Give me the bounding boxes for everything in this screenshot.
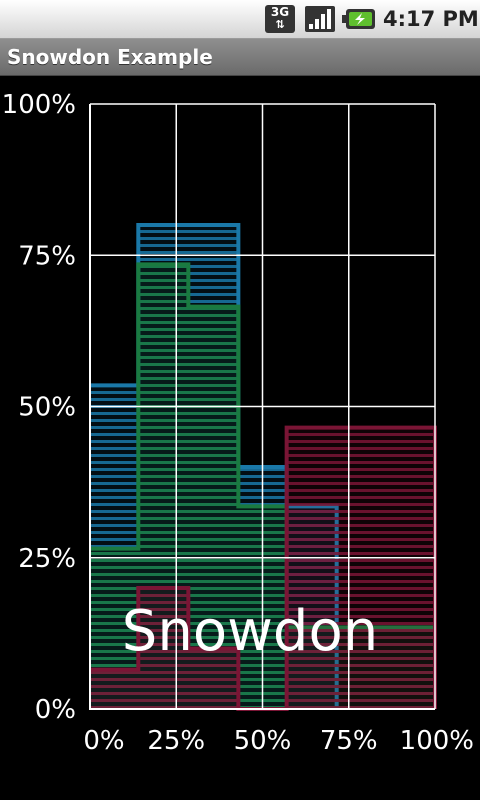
y-tick-label: 0% — [35, 695, 76, 725]
series-line-3 — [90, 425, 437, 711]
step-area-chart: 0% 25% 50% 75% 100% 0% 25% 50% 75% 100% Snowdon — [2, 90, 474, 756]
x-tick-label: 100% — [400, 726, 474, 756]
signal-bars-icon — [305, 6, 335, 32]
x-tick-label: 75% — [320, 726, 378, 756]
data-arrows-icon: ⇅ — [275, 18, 285, 31]
axis-frame — [89, 104, 435, 710]
y-tick-label: 100% — [2, 90, 76, 120]
title-bar: Snowdon Example — [0, 39, 480, 76]
x-tick-label: 0% — [83, 726, 124, 756]
network-3g-icon: 3G ⇅ — [265, 5, 295, 33]
status-bar: 3G ⇅ 4:17 PM — [0, 0, 480, 39]
y-tick-label: 75% — [18, 241, 76, 271]
network-label: 3G — [270, 5, 290, 19]
y-tick-label: 50% — [18, 393, 76, 423]
chart-watermark: Snowdon — [122, 599, 378, 664]
x-tick-label: 25% — [147, 726, 205, 756]
app-title: Snowdon Example — [7, 45, 213, 69]
y-tick-label: 25% — [18, 544, 76, 574]
x-tick-label: 50% — [234, 726, 292, 756]
clock: 4:17 PM — [383, 7, 479, 31]
battery-charging-icon — [342, 9, 375, 29]
